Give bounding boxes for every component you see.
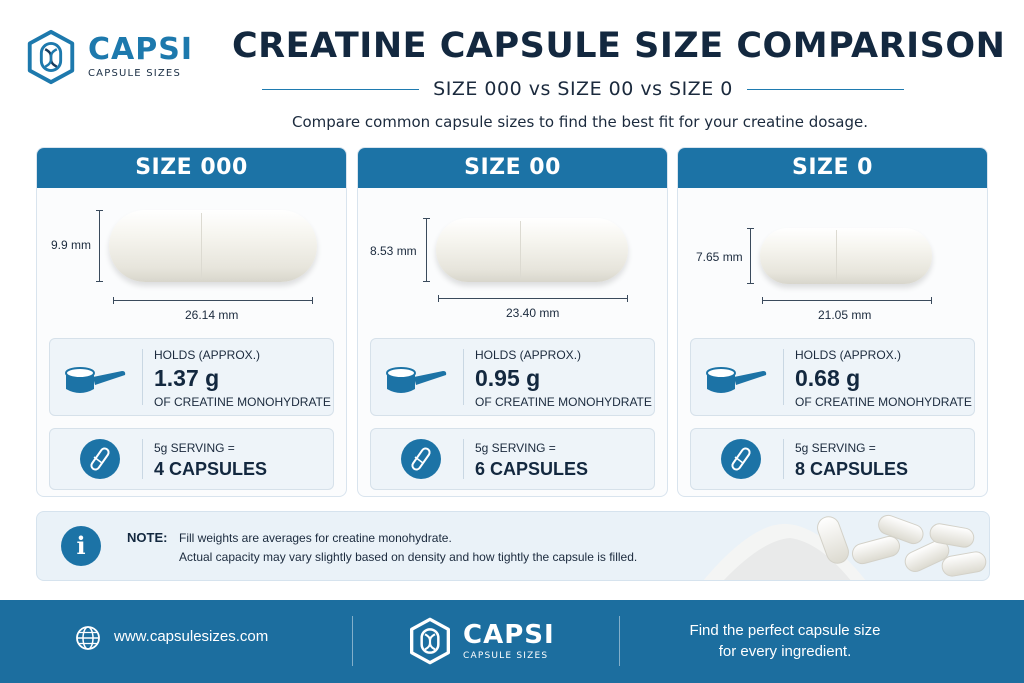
holds-value: 0.68 g: [795, 365, 861, 391]
holds-value: 0.95 g: [475, 365, 541, 391]
page-title: CREATINE CAPSULE SIZE COMPARISON: [232, 26, 1006, 66]
subtitle-rule-left: [262, 88, 420, 90]
subtitle-rule-right: [746, 88, 904, 90]
card-title: SIZE 000: [37, 148, 346, 188]
footer-brand-subtitle: CAPSULE SIZES: [463, 651, 549, 661]
length-label: 23.40 mm: [506, 306, 560, 320]
footer: www.capsulesizes.com CAPSI CAPSULE SIZES…: [0, 600, 1024, 683]
footer-logo: CAPSI CAPSULE SIZES: [405, 616, 555, 666]
serving-value: 4 CAPSULES: [154, 459, 268, 479]
footer-tagline-line-1: Find the perfect capsule size: [689, 622, 881, 639]
capsule-image: [436, 218, 628, 282]
powder-and-capsules-image: [703, 514, 987, 580]
footer-divider: [352, 616, 353, 666]
capsule-diagram: 9.9 mm 26.14 mm: [37, 188, 346, 328]
serving-label: 5g SERVING =: [475, 441, 556, 455]
capsule-icon: [721, 439, 761, 479]
footer-tagline: Find the perfect capsule size for every …: [650, 620, 920, 662]
footer-divider: [619, 616, 620, 666]
website-link[interactable]: www.capsulesizes.com: [114, 628, 269, 645]
height-dimension-line: [747, 228, 754, 284]
height-dimension-line: [96, 210, 103, 282]
serving-value: 8 CAPSULES: [795, 459, 909, 479]
serving-panel: 5g SERVING = 4 CAPSULES: [49, 428, 334, 490]
length-label: 26.14 mm: [185, 308, 239, 322]
holds-label: HOLDS (APPROX.): [475, 348, 582, 362]
serving-label: 5g SERVING =: [795, 441, 876, 455]
page-tagline: Compare common capsule sizes to find the…: [292, 113, 868, 131]
card-size-000: SIZE 000 9.9 mm 26.14 mm HOLDS (APPROX.)…: [36, 147, 347, 497]
height-dimension-line: [423, 218, 430, 282]
serving-label: 5g SERVING =: [154, 441, 235, 455]
scoop-icon: [706, 367, 767, 393]
scoop-icon: [386, 367, 447, 393]
brand-logo: CAPSI CAPSULE SIZES: [22, 28, 193, 86]
page-subtitle: SIZE 000 vs SIZE 00 vs SIZE 0: [433, 78, 733, 100]
brand-name: CAPSI: [88, 32, 193, 67]
holds-value: 1.37 g: [154, 365, 220, 391]
length-dimension-line: [438, 295, 628, 302]
card-title: SIZE 0: [678, 148, 987, 188]
panel-divider: [783, 349, 784, 405]
capsule-diagram: 7.65 mm 21.05 mm: [678, 188, 987, 328]
holds-panel: HOLDS (APPROX.) 0.95 g OF CREATINE MONOH…: [370, 338, 655, 416]
length-dimension-line: [113, 297, 313, 304]
height-label: 9.9 mm: [51, 238, 92, 252]
note-text-line-2: Actual capacity may vary slightly based …: [179, 550, 638, 564]
card-size-0: SIZE 0 7.65 mm 21.05 mm HOLDS (APPROX.) …: [677, 147, 988, 497]
holds-panel: HOLDS (APPROX.) 0.68 g OF CREATINE MONOH…: [690, 338, 975, 416]
holds-unit: OF CREATINE MONOHYDRATE: [475, 395, 652, 409]
length-label: 21.05 mm: [818, 308, 872, 322]
capsi-logo-icon: [27, 29, 75, 85]
holds-unit: OF CREATINE MONOHYDRATE: [154, 395, 331, 409]
panel-divider: [142, 349, 143, 405]
holds-unit: OF CREATINE MONOHYDRATE: [795, 395, 972, 409]
note-text-line-1: Fill weights are averages for creatine m…: [179, 531, 452, 545]
serving-panel: 5g SERVING = 8 CAPSULES: [690, 428, 975, 490]
note-label: NOTE:: [127, 530, 168, 545]
footer-brand-name: CAPSI: [463, 620, 555, 650]
info-icon: i: [61, 526, 101, 566]
globe-icon: [76, 626, 100, 650]
capsule-icon: [80, 439, 120, 479]
subtitle-row: SIZE 000 vs SIZE 00 vs SIZE 0: [262, 78, 904, 100]
capsule-icon: [401, 439, 441, 479]
brand-subtitle: CAPSULE SIZES: [88, 68, 182, 79]
card-title: SIZE 00: [358, 148, 667, 188]
serving-panel: 5g SERVING = 6 CAPSULES: [370, 428, 655, 490]
capsi-logo-icon: [410, 617, 450, 665]
note-panel: i NOTE: Fill weights are averages for cr…: [36, 511, 990, 581]
serving-value: 6 CAPSULES: [475, 459, 589, 479]
scoop-icon: [65, 367, 126, 393]
length-dimension-line: [762, 297, 932, 304]
panel-divider: [463, 439, 464, 479]
panel-divider: [463, 349, 464, 405]
holds-label: HOLDS (APPROX.): [795, 348, 902, 362]
card-size-00: SIZE 00 8.53 mm 23.40 mm HOLDS (APPROX.)…: [357, 147, 668, 497]
holds-label: HOLDS (APPROX.): [154, 348, 261, 362]
panel-divider: [783, 439, 784, 479]
height-label: 7.65 mm: [696, 250, 743, 264]
height-label: 8.53 mm: [370, 244, 417, 258]
capsule-diagram: 8.53 mm 23.40 mm: [358, 188, 667, 328]
panel-divider: [142, 439, 143, 479]
capsule-image: [109, 210, 317, 282]
holds-panel: HOLDS (APPROX.) 1.37 g OF CREATINE MONOH…: [49, 338, 334, 416]
footer-tagline-line-2: for every ingredient.: [718, 643, 852, 660]
capsule-image: [760, 228, 932, 284]
